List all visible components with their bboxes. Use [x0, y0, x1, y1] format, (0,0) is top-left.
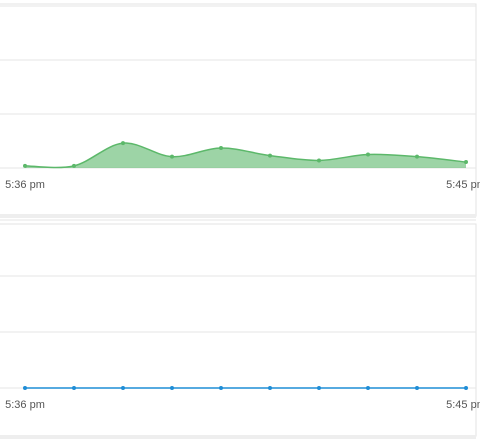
panel: [0, 3, 477, 217]
point: [464, 160, 468, 165]
point: [268, 386, 272, 390]
line: [24, 142, 467, 169]
point: [23, 163, 27, 168]
area: [25, 143, 466, 168]
x-tick-label: 5:45 pm: [446, 399, 480, 411]
point: [366, 386, 370, 390]
point: [415, 386, 419, 390]
x-tick-label: 5:36 pm: [5, 179, 45, 191]
panel-shadow: [0, 214, 476, 218]
point: [317, 386, 321, 390]
panel-shadow: [0, 435, 476, 439]
point: [464, 386, 468, 390]
point: [170, 154, 174, 159]
x-tick-label: 5:36 pm: [5, 399, 45, 411]
point: [268, 153, 272, 158]
point: [72, 163, 76, 168]
panel: [0, 223, 477, 437]
point: [72, 386, 76, 390]
point: [219, 386, 223, 390]
point: [121, 386, 125, 390]
point: [121, 141, 125, 146]
point: [23, 386, 27, 390]
x-tick-label: 5:45 pm: [446, 179, 480, 191]
point: [219, 146, 223, 151]
point: [366, 152, 370, 157]
point: [170, 386, 174, 390]
point: [415, 154, 419, 159]
point: [317, 158, 321, 163]
